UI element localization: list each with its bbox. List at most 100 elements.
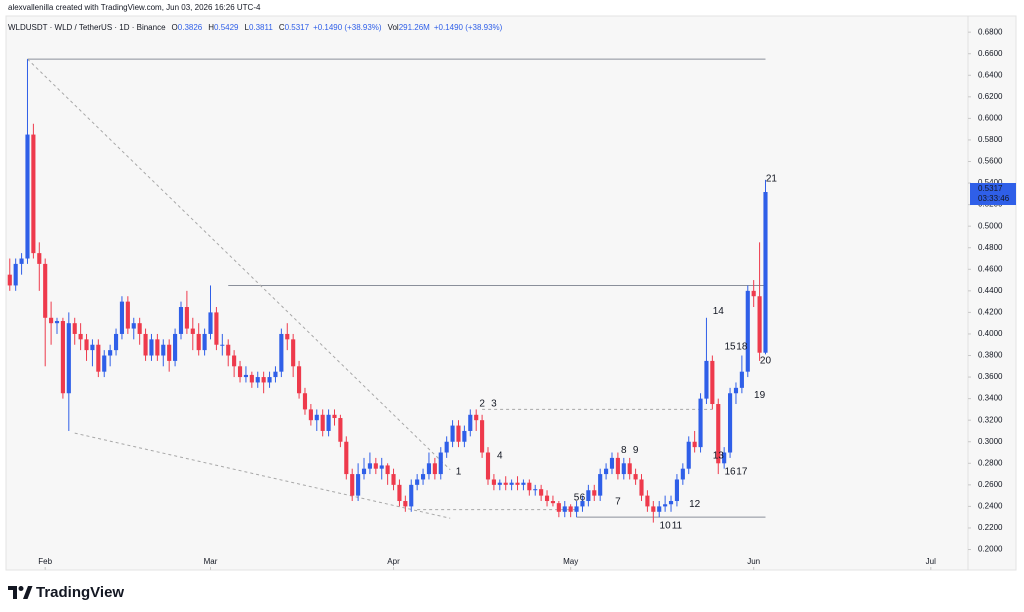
candle-body bbox=[397, 484, 402, 502]
price-tag bbox=[970, 183, 1016, 206]
x-tick-label: Mar bbox=[204, 557, 218, 566]
wave-label: 21 bbox=[766, 173, 778, 184]
logo-mark bbox=[8, 586, 17, 599]
candle-body bbox=[633, 474, 638, 480]
wave-label: 1 bbox=[456, 467, 462, 478]
candle-body bbox=[598, 474, 603, 496]
candle-body bbox=[385, 465, 390, 475]
y-tick-label: 0.5000 bbox=[978, 221, 1003, 230]
candle-body bbox=[580, 501, 585, 507]
y-tick-label: 0.5600 bbox=[978, 157, 1003, 166]
x-tick-label: Jul bbox=[926, 557, 936, 566]
candle-body bbox=[143, 333, 148, 356]
candle-body bbox=[438, 452, 443, 475]
wave-label: 19 bbox=[754, 390, 766, 401]
candle-body bbox=[291, 339, 296, 367]
candle-body bbox=[497, 482, 502, 485]
ohlc-value: 0.5429 bbox=[214, 23, 239, 32]
candle-body bbox=[137, 323, 142, 334]
plot-area: 0.2000 0.2200 0.2400 0.2600 0.2800 0.3000 0.32… bbox=[7, 27, 1016, 570]
candle-body bbox=[739, 371, 744, 388]
candle-body bbox=[314, 414, 319, 421]
candle-body bbox=[680, 468, 685, 480]
candle-body bbox=[415, 479, 420, 485]
candle-body bbox=[273, 371, 278, 378]
candle-body bbox=[149, 339, 154, 356]
candle-body bbox=[178, 307, 184, 334]
candle-body bbox=[639, 479, 644, 496]
candle-body bbox=[308, 409, 313, 421]
candle-body bbox=[420, 474, 426, 480]
candle-body bbox=[379, 465, 384, 469]
x-tick-label: Apr bbox=[387, 557, 400, 566]
candle-body bbox=[320, 414, 325, 431]
candle-body bbox=[267, 377, 272, 383]
candle-body bbox=[533, 489, 538, 491]
volume-label: Vol bbox=[388, 23, 399, 32]
ohlc-value: 0.3826 bbox=[178, 23, 203, 32]
wave-label: 14 bbox=[713, 306, 725, 317]
candle-body bbox=[338, 418, 343, 442]
candle-body bbox=[113, 333, 119, 351]
wave-label: 11 bbox=[672, 520, 683, 531]
candle-body bbox=[474, 414, 479, 421]
candle-body bbox=[326, 414, 331, 431]
candle-body bbox=[196, 333, 201, 351]
symbol-legend: WLDUSDT · WLD / TetherUS · 1D · Binance O… bbox=[8, 23, 503, 32]
logo-dot bbox=[18, 586, 24, 591]
candle-body bbox=[297, 366, 302, 394]
wave-label: 2 bbox=[479, 399, 485, 410]
candle-body bbox=[173, 333, 178, 361]
header: alexvallenilla created with TradingView.… bbox=[8, 3, 261, 12]
candle-body bbox=[220, 344, 225, 346]
candle-body bbox=[627, 463, 632, 475]
wave-label: 18 bbox=[736, 342, 748, 353]
candle-body bbox=[72, 323, 77, 334]
candle-body bbox=[344, 441, 349, 475]
candle-body bbox=[25, 134, 30, 259]
candle-body bbox=[155, 339, 160, 356]
candle-body bbox=[468, 414, 473, 431]
candle-body bbox=[13, 263, 18, 286]
candle-body bbox=[19, 258, 24, 264]
wave-label: 8 bbox=[621, 445, 627, 456]
wave-label: 7 bbox=[615, 497, 621, 508]
candle-body bbox=[84, 339, 89, 351]
y-tick-label: 0.6000 bbox=[978, 114, 1003, 123]
x-tick-label: May bbox=[563, 557, 578, 566]
candle-body bbox=[645, 495, 650, 507]
chart-frame bbox=[5, 15, 1017, 571]
y-tick-label: 0.4600 bbox=[978, 264, 1003, 273]
candle-body bbox=[403, 501, 408, 507]
candle-body bbox=[332, 414, 337, 419]
candle-body bbox=[60, 321, 65, 394]
candle-body bbox=[54, 321, 60, 324]
ohlc-letter: C bbox=[279, 23, 285, 32]
ohlc-letter: L bbox=[244, 23, 249, 32]
candle-body bbox=[243, 374, 248, 378]
candle-body bbox=[722, 452, 727, 464]
wave-label: 20 bbox=[760, 356, 772, 367]
candle-body bbox=[716, 404, 721, 464]
candle-body bbox=[745, 290, 750, 372]
candle-body bbox=[686, 441, 691, 469]
volume-change: +0.1490 (+38.93%) bbox=[434, 23, 503, 32]
candle-body bbox=[556, 503, 561, 512]
candle-body bbox=[539, 489, 544, 496]
wave-label: 4 bbox=[497, 450, 503, 461]
ohlc-letter: O bbox=[172, 23, 178, 32]
candle-body bbox=[261, 377, 266, 383]
wave-label: 15 bbox=[725, 342, 737, 353]
y-tick-label: 0.3200 bbox=[978, 415, 1003, 424]
candle-body bbox=[161, 344, 166, 356]
candle-body bbox=[444, 441, 449, 453]
candle-body bbox=[592, 490, 597, 496]
candle-body bbox=[568, 506, 573, 512]
x-tick-label: Feb bbox=[38, 557, 52, 566]
wave-label: 16 bbox=[725, 467, 737, 478]
y-tick-label: 0.6200 bbox=[978, 92, 1003, 101]
candle-body bbox=[43, 263, 48, 318]
candle-body bbox=[391, 474, 396, 485]
